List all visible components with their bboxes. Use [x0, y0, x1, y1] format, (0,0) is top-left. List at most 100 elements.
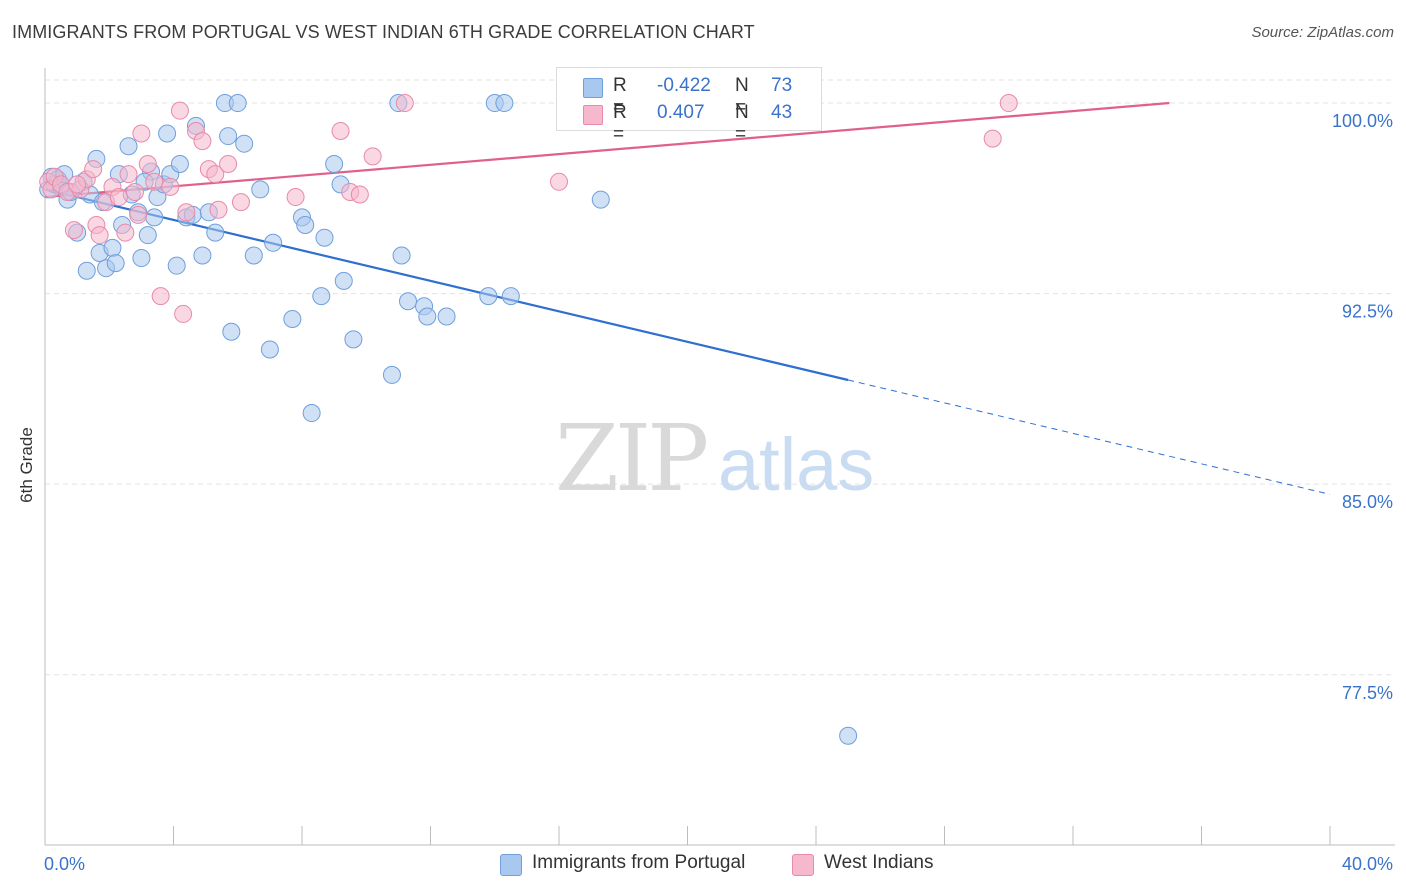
west-indians-point [983, 129, 1002, 148]
west-indians-point [286, 188, 305, 207]
portugal-point [103, 238, 122, 257]
portugal-point [591, 190, 610, 209]
portugal-point [219, 127, 238, 146]
west-indians-point [90, 226, 109, 245]
portugal-point [325, 155, 344, 174]
west-indians-legend-swatch [792, 854, 814, 876]
west-indians-point [68, 175, 87, 194]
west-indians-point [145, 172, 164, 191]
portugal-point [382, 365, 401, 384]
r-key: R = [613, 102, 627, 145]
stats-legend: R = -0.422 N = 73 R = 0.407 N = 43 [556, 67, 822, 145]
portugal-point [495, 94, 514, 113]
west-indians-point [129, 205, 148, 224]
portugal-point [312, 287, 331, 306]
west-indians-point [116, 223, 135, 242]
portugal-legend-swatch [500, 854, 522, 876]
west-indians-swatch [583, 105, 603, 125]
west-indians-point [231, 193, 250, 212]
portugal-point [235, 134, 254, 153]
portugal-point [228, 94, 247, 113]
portugal-point [77, 261, 96, 280]
watermark-atlas: atlas [718, 423, 874, 506]
portugal-point [251, 180, 270, 199]
n-key: N = [735, 75, 749, 118]
portugal-point [264, 233, 283, 252]
y-tick-label: 85.0% [1342, 492, 1393, 512]
west-indians-point [119, 165, 138, 184]
portugal-point [106, 254, 125, 273]
tick-labels: 100.0% 92.5% 85.0% 77.5% 0.0% 40.0% [44, 111, 1393, 874]
portugal-point [119, 137, 138, 156]
portugal-point [138, 226, 157, 245]
west-indians-trend-line [44, 101, 1170, 199]
west-indians-point [395, 94, 414, 113]
series-west-indians [39, 94, 1018, 323]
r-value: -0.422 [657, 75, 711, 96]
portugal-point [418, 307, 437, 326]
x-tick-label-min: 0.0% [44, 854, 85, 874]
chart-title: IMMIGRANTS FROM PORTUGAL VS WEST INDIAN … [12, 22, 755, 42]
series-portugal [39, 94, 858, 745]
source-label: Source: ZipAtlas.com [1251, 24, 1394, 41]
portugal-point [193, 246, 212, 265]
west-indians-point [138, 155, 157, 174]
portugal-point [479, 287, 498, 306]
west-indians-point [84, 160, 103, 179]
r-value: 0.407 [657, 102, 705, 123]
west-indians-point [331, 121, 350, 140]
west-indians-point [64, 221, 83, 240]
portugal-point [399, 292, 418, 311]
portugal-point [315, 228, 334, 247]
portugal-point [839, 726, 858, 745]
portugal-point [167, 256, 186, 275]
portugal-point [244, 246, 263, 265]
legend-label: Immigrants from Portugal [532, 852, 746, 873]
n-value: 43 [771, 102, 793, 123]
portugal-point [302, 404, 321, 423]
n-value: 73 [771, 75, 793, 96]
portugal-point [296, 216, 315, 234]
west-indians-point [174, 304, 193, 323]
west-indians-point [219, 155, 238, 174]
n-key: N = [735, 102, 749, 145]
portugal-point [158, 124, 177, 143]
west-indians-point [132, 124, 151, 143]
west-indians-point [177, 203, 196, 222]
portugal-point [344, 330, 363, 349]
gridlines [45, 79, 1395, 676]
y-tick-label: 92.5% [1342, 302, 1393, 322]
west-indians-point [161, 177, 180, 196]
portugal-point [145, 208, 164, 227]
west-indians-point [206, 165, 225, 184]
portugal-point [283, 310, 302, 329]
west-indians-point [999, 94, 1018, 113]
west-indians-point [125, 182, 144, 201]
watermark-zip: ZIP [555, 405, 706, 512]
west-indians-point [550, 172, 568, 191]
west-indians-point [363, 147, 382, 166]
x-tick-label-max: 40.0% [1342, 854, 1393, 874]
portugal-point [260, 340, 279, 359]
west-indians-point [170, 101, 189, 120]
y-tick-label: 77.5% [1342, 683, 1393, 703]
r-key: R = [613, 75, 627, 118]
portugal-point [437, 307, 456, 326]
west-indians-point [109, 188, 128, 207]
west-indians-point [151, 287, 170, 306]
west-indians-point [193, 132, 212, 151]
portugal-trend-extension [848, 379, 1331, 495]
portugal-point [206, 223, 225, 242]
y-tick-label: 100.0% [1332, 111, 1393, 131]
west-indians-point [350, 185, 369, 204]
portugal-swatch [583, 78, 603, 98]
portugal-point [222, 322, 241, 341]
portugal-point [132, 249, 151, 268]
portugal-point [334, 271, 353, 290]
data-points [39, 94, 1018, 745]
portugal-trend-line [44, 188, 849, 382]
portugal-point [170, 155, 189, 174]
west-indians-point [209, 200, 228, 219]
legend-label: West Indians [824, 852, 934, 873]
